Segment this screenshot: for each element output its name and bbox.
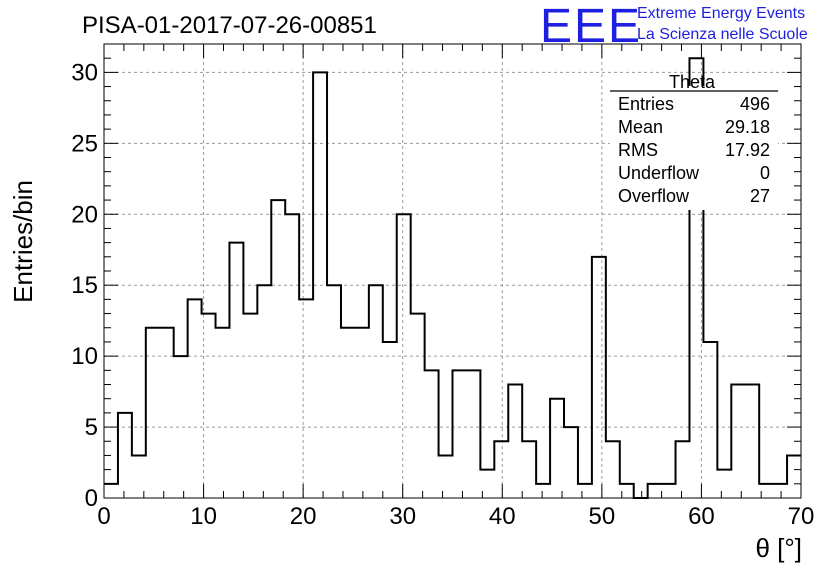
histogram-bin (578, 484, 592, 498)
histogram-bin (243, 314, 257, 498)
x-tick-label: 40 (489, 503, 516, 530)
histogram-bin (592, 257, 606, 498)
histogram-bin (703, 342, 717, 498)
histogram-bin (216, 328, 230, 498)
stats-row-value: 0 (760, 163, 770, 183)
histogram-bin (731, 385, 745, 499)
x-axis-label: θ [°] (755, 533, 802, 563)
x-tick-label: 70 (788, 503, 815, 530)
histogram-bin (411, 314, 425, 498)
logo-line-1: Extreme Energy Events (637, 5, 805, 22)
histogram-outline (104, 57, 801, 499)
histogram-bin (536, 484, 550, 498)
histogram-bin (662, 484, 676, 498)
histogram-bin (271, 200, 285, 498)
histogram-bin (174, 356, 188, 498)
x-tick-label: 60 (688, 503, 715, 530)
histogram-bin (383, 342, 397, 498)
histogram-bin (327, 285, 341, 498)
histogram-bin (648, 484, 662, 498)
stats-row-label: Entries (618, 94, 674, 114)
stats-row-value: 29.18 (725, 117, 770, 137)
stats-row-label: Overflow (618, 186, 690, 206)
y-tick-label: 25 (71, 130, 98, 157)
logo-mark: EEE (540, 0, 642, 53)
histogram-bin (564, 427, 578, 498)
histogram-bin (787, 455, 801, 498)
histogram-bin (229, 243, 243, 498)
histogram-bin (606, 441, 620, 498)
histogram-bin (146, 328, 160, 498)
stats-row-label: RMS (618, 140, 658, 160)
histogram-bin (550, 399, 564, 498)
histogram-bin (466, 370, 480, 498)
histogram-bin (160, 328, 174, 498)
histogram-bin (299, 299, 313, 498)
x-tick-label: 0 (97, 503, 110, 530)
histogram-bin (188, 299, 202, 498)
histogram-series (104, 57, 801, 499)
y-axis-label: Entries/bin (8, 180, 38, 303)
y-tick-label: 10 (71, 343, 98, 370)
histogram-bin (341, 328, 355, 498)
stats-box: Theta Entries 496 Mean 29.18 RMS 17.92 Underfl… (610, 72, 778, 210)
histogram-bin (773, 484, 787, 498)
x-tick-label: 30 (389, 503, 416, 530)
stats-box-background (610, 86, 778, 210)
logo-line-2: La Scienza nelle Scuole (637, 26, 808, 43)
y-tick-label: 15 (71, 272, 98, 299)
x-tick-label: 50 (589, 503, 616, 530)
histogram-bin (717, 470, 731, 498)
histogram-bin (522, 441, 536, 498)
histogram-bin (118, 413, 132, 498)
histogram-bin (369, 285, 383, 498)
histogram-bin (397, 214, 411, 498)
stats-row-value: 17.92 (725, 140, 770, 160)
stats-row-label: Underflow (618, 163, 700, 183)
stats-rows: Entries 496 Mean 29.18 RMS 17.92 Underflow 0 Ove… (618, 94, 770, 206)
histogram-bin (745, 385, 759, 499)
eee-logo: EEE Extreme Energy Events La Scienza nel… (540, 0, 808, 53)
y-tick-label: 30 (71, 59, 98, 86)
histogram-bin (439, 455, 453, 498)
y-tick-label: 0 (85, 485, 98, 512)
histogram-bin (508, 385, 522, 499)
y-tick-label: 20 (71, 201, 98, 228)
stats-row-value: 496 (740, 94, 770, 114)
histogram-bin (453, 370, 467, 498)
x-tick-label: 10 (190, 503, 217, 530)
y-tick-label: 5 (85, 414, 98, 441)
histogram-bin (257, 285, 271, 498)
axis-ticks: 0 10 20 30 40 50 60 70 0 5 10 15 20 25 30 (71, 43, 815, 530)
histogram-bin (285, 214, 299, 498)
histogram-bin (313, 72, 327, 498)
histogram-bin (202, 314, 216, 498)
stats-row-value: 27 (750, 186, 770, 206)
histogram-bin (355, 328, 369, 498)
stats-row-label: Mean (618, 117, 663, 137)
chart-title: PISA-01-2017-07-26-00851 (82, 12, 377, 39)
histogram-bin (104, 484, 118, 498)
stats-box-title: Theta (669, 72, 716, 92)
histogram-bin (676, 441, 690, 498)
histogram-bin (494, 441, 508, 498)
x-tick-label: 20 (290, 503, 317, 530)
histogram-bin (425, 370, 439, 498)
